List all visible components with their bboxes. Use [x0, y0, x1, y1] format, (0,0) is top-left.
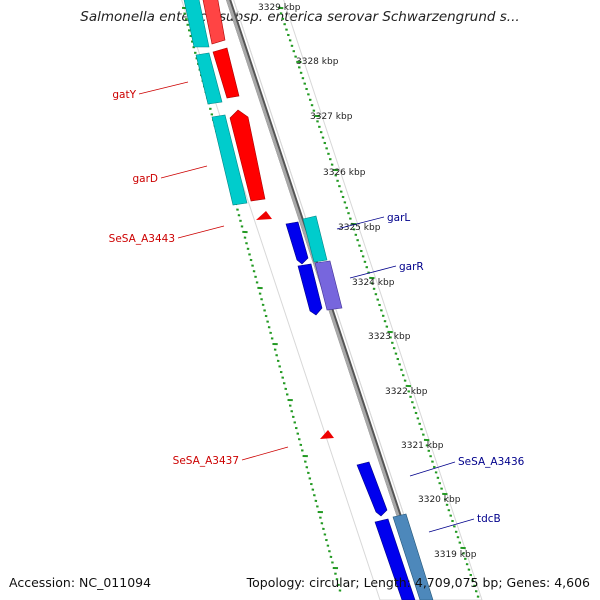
gene-top-red: [202, 0, 226, 45]
leader-tdcB: [428, 518, 475, 533]
gene-tdcB-steel: [392, 513, 434, 600]
tick-track: [181, 6, 480, 598]
gene-gatY-red: [212, 47, 240, 99]
leader-garD: [160, 165, 208, 179]
tick-label-3326: 3326 kbp: [323, 168, 366, 178]
tick-label-3322: 3322 kbp: [385, 387, 428, 397]
left-band-outline: [181, 0, 433, 600]
tick-label-3319: 3319 kbp: [434, 550, 477, 560]
leader-garL: [336, 216, 385, 230]
gene-label-SeSA_A3437: SeSA_A3437: [173, 455, 239, 467]
tick-label-3327: 3327 kbp: [310, 112, 353, 122]
gene-label-garR: garR: [399, 261, 424, 273]
gene-garD-cyan: [211, 114, 248, 206]
right-band-outline: [233, 0, 483, 600]
tick-label-3321: 3321 kbp: [401, 441, 444, 451]
tick-label-3329: 3329 kbp: [258, 3, 301, 13]
gene-SeSA_A3436-blue: [356, 461, 388, 517]
gene-SeSA_A3437-marker: [320, 430, 334, 439]
gene-gatY-cyan: [195, 52, 223, 105]
tick-label-3323: 3323 kbp: [368, 332, 411, 342]
genome-stats-text: Topology: circular; Length: 4,709,075 bp…: [246, 575, 590, 590]
gene-tdcB-blue: [374, 518, 416, 600]
tick-label-group: 3329 kbp 3328 kbp 3327 kbp 3326 kbp 3325…: [258, 3, 477, 560]
tick-label-3325: 3325 kbp: [338, 223, 381, 233]
gene-label-gatY: gatY: [112, 89, 136, 101]
leader-SeSA_A3443: [177, 225, 225, 239]
leader-gatY: [138, 81, 189, 95]
tick-label-3320: 3320 kbp: [418, 495, 461, 505]
gene-garR-purple: [314, 260, 343, 311]
gene-label-SeSA_A3436: SeSA_A3436: [458, 456, 525, 468]
gene-label-garL: garL: [387, 212, 410, 224]
gene-top-cyan: [183, 0, 210, 48]
leader-garR: [349, 265, 397, 279]
gene-SeSA_A3443-marker: [256, 211, 272, 220]
gene-garD-red: [229, 109, 266, 202]
tick-label-3328: 3328 kbp: [296, 57, 339, 67]
gene-label-tdcB: tdcB: [477, 513, 501, 525]
gene-garL-blue: [285, 221, 309, 265]
gene-label-garD: garD: [132, 173, 158, 185]
gene-label-SeSA_A3443: SeSA_A3443: [109, 233, 175, 245]
tick-label-3324: 3324 kbp: [352, 278, 395, 288]
leader-SeSA_A3436: [409, 461, 456, 477]
leader-SeSA_A3437: [241, 446, 289, 461]
gene-garL-cyan: [302, 215, 328, 263]
gene-garR-blue: [297, 263, 323, 316]
accession-text: Accession: NC_011094: [9, 575, 152, 590]
